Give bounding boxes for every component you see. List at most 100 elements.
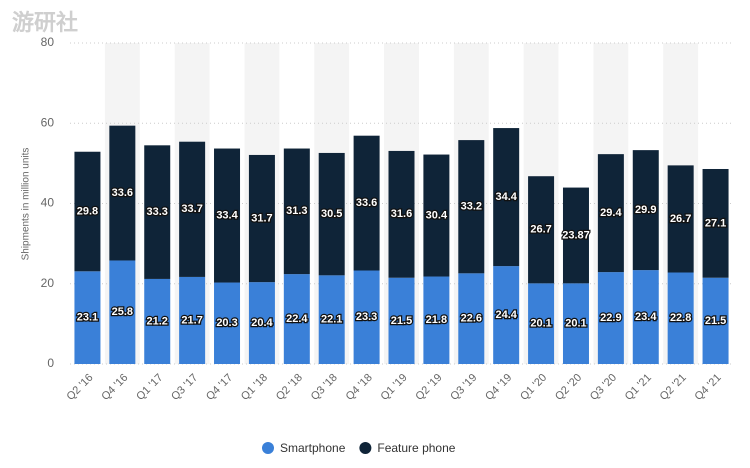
y-tick-label: 20: [41, 276, 55, 290]
bar-segment: [353, 135, 380, 271]
data-label: 33.4: [216, 209, 238, 221]
data-label: 22.6: [461, 313, 482, 325]
y-tick-label: 40: [41, 196, 55, 210]
legend-label: Feature phone: [377, 441, 455, 455]
data-label: 30.4: [426, 209, 448, 221]
x-tick-label: Q2 '16: [64, 372, 95, 403]
data-label: 20.1: [530, 318, 551, 330]
bar-segment: [179, 276, 206, 364]
bar-segment: [423, 276, 450, 364]
x-tick-label: Q1 '17: [134, 372, 165, 403]
data-label: 29.9: [635, 204, 656, 216]
data-label: 34.4: [495, 191, 517, 203]
data-label: 31.6: [391, 208, 412, 220]
bar-segment: [353, 270, 380, 364]
x-tick-label: Q3 '18: [309, 372, 340, 403]
bar-segment: [109, 125, 136, 261]
bar-segment: [318, 275, 345, 364]
x-tick-label: Q2 '18: [274, 372, 305, 403]
bar-segment: [388, 277, 415, 364]
data-label: 22.4: [286, 313, 308, 325]
bar-segment: [248, 282, 275, 364]
data-label: 25.8: [112, 306, 133, 318]
x-tick-label: Q4 '18: [344, 372, 375, 403]
data-label: 22.8: [670, 312, 691, 324]
x-tick-label: Q3 '19: [448, 372, 479, 403]
bar-segment: [493, 266, 520, 364]
bar-segment: [214, 148, 241, 283]
x-tick-label: Q2 '21: [658, 372, 689, 403]
bar-segment: [109, 260, 136, 364]
x-tick-label: Q4 '19: [483, 372, 514, 403]
data-label: 20.1: [565, 318, 586, 330]
y-tick-label: 0: [47, 356, 54, 370]
bar-segment: [458, 140, 485, 274]
bar-segment: [248, 154, 275, 283]
legend-marker: [262, 442, 274, 454]
x-tick-label: Q1 '21: [623, 372, 654, 403]
x-tick-label: Q2 '19: [413, 372, 444, 403]
data-label: 26.7: [530, 224, 551, 236]
data-label: 31.7: [251, 212, 272, 224]
bar-segment: [214, 282, 241, 364]
data-label: 30.5: [321, 208, 342, 220]
bar-segment: [179, 141, 206, 277]
x-tick-label: Q4 '21: [693, 372, 724, 403]
data-label: 23.87: [562, 229, 590, 241]
data-label: 23.4: [635, 311, 657, 323]
data-label: 21.8: [426, 314, 447, 326]
data-label: 29.8: [77, 205, 98, 217]
bar-segment: [632, 150, 659, 271]
bar-segment: [283, 148, 310, 275]
data-label: 24.4: [495, 309, 517, 321]
y-tick-label: 60: [41, 115, 55, 129]
bar-segment: [458, 273, 485, 364]
x-tick-label: Q1 '19: [379, 372, 410, 403]
x-tick-label: Q3 '17: [169, 372, 200, 403]
data-label: 21.5: [705, 315, 726, 327]
data-label: 33.3: [147, 206, 168, 218]
bar-segment: [528, 283, 555, 364]
bar-segment: [423, 154, 450, 277]
x-tick-label: Q3 '20: [588, 372, 619, 403]
data-label: 26.7: [670, 213, 691, 225]
y-tick-label: 80: [41, 35, 55, 49]
bar-segment: [702, 168, 729, 278]
data-label: 33.7: [181, 203, 202, 215]
legend-label: Smartphone: [280, 441, 346, 455]
x-tick-label: Q4 '17: [204, 372, 235, 403]
bar-segment: [528, 176, 555, 284]
y-axis-label: Shipments in million units: [21, 148, 32, 261]
bar-segment: [597, 154, 624, 273]
bar-segment: [702, 277, 729, 364]
data-label: 21.7: [181, 314, 202, 326]
bar-segment: [493, 128, 520, 267]
data-label: 20.4: [251, 317, 273, 329]
data-label: 22.1: [321, 314, 342, 326]
data-label: 33.6: [112, 187, 133, 199]
data-label: 29.4: [600, 207, 622, 219]
bar-segment: [632, 270, 659, 364]
x-tick-label: Q2 '20: [553, 372, 584, 403]
bar-segment: [562, 283, 589, 364]
bar-segment: [597, 272, 624, 364]
data-label: 22.9: [600, 312, 621, 324]
bar-segment: [144, 145, 171, 279]
data-label: 21.5: [391, 315, 412, 327]
x-tick-label: Q4 '16: [99, 372, 130, 403]
x-tick-label: Q1 '20: [518, 372, 549, 403]
bar-segment: [144, 278, 171, 364]
bar-segment: [667, 272, 694, 364]
data-label: 33.6: [356, 197, 377, 209]
data-label: 31.3: [286, 205, 307, 217]
bar-segment: [283, 274, 310, 364]
data-label: 23.3: [356, 311, 377, 323]
bar-segment: [74, 151, 101, 272]
x-tick-label: Q1 '18: [239, 372, 270, 403]
data-label: 33.2: [461, 201, 482, 213]
data-label: 20.3: [216, 317, 237, 329]
bar-segment: [562, 187, 589, 284]
data-label: 27.1: [705, 217, 726, 229]
watermark: 游研社: [12, 10, 78, 35]
